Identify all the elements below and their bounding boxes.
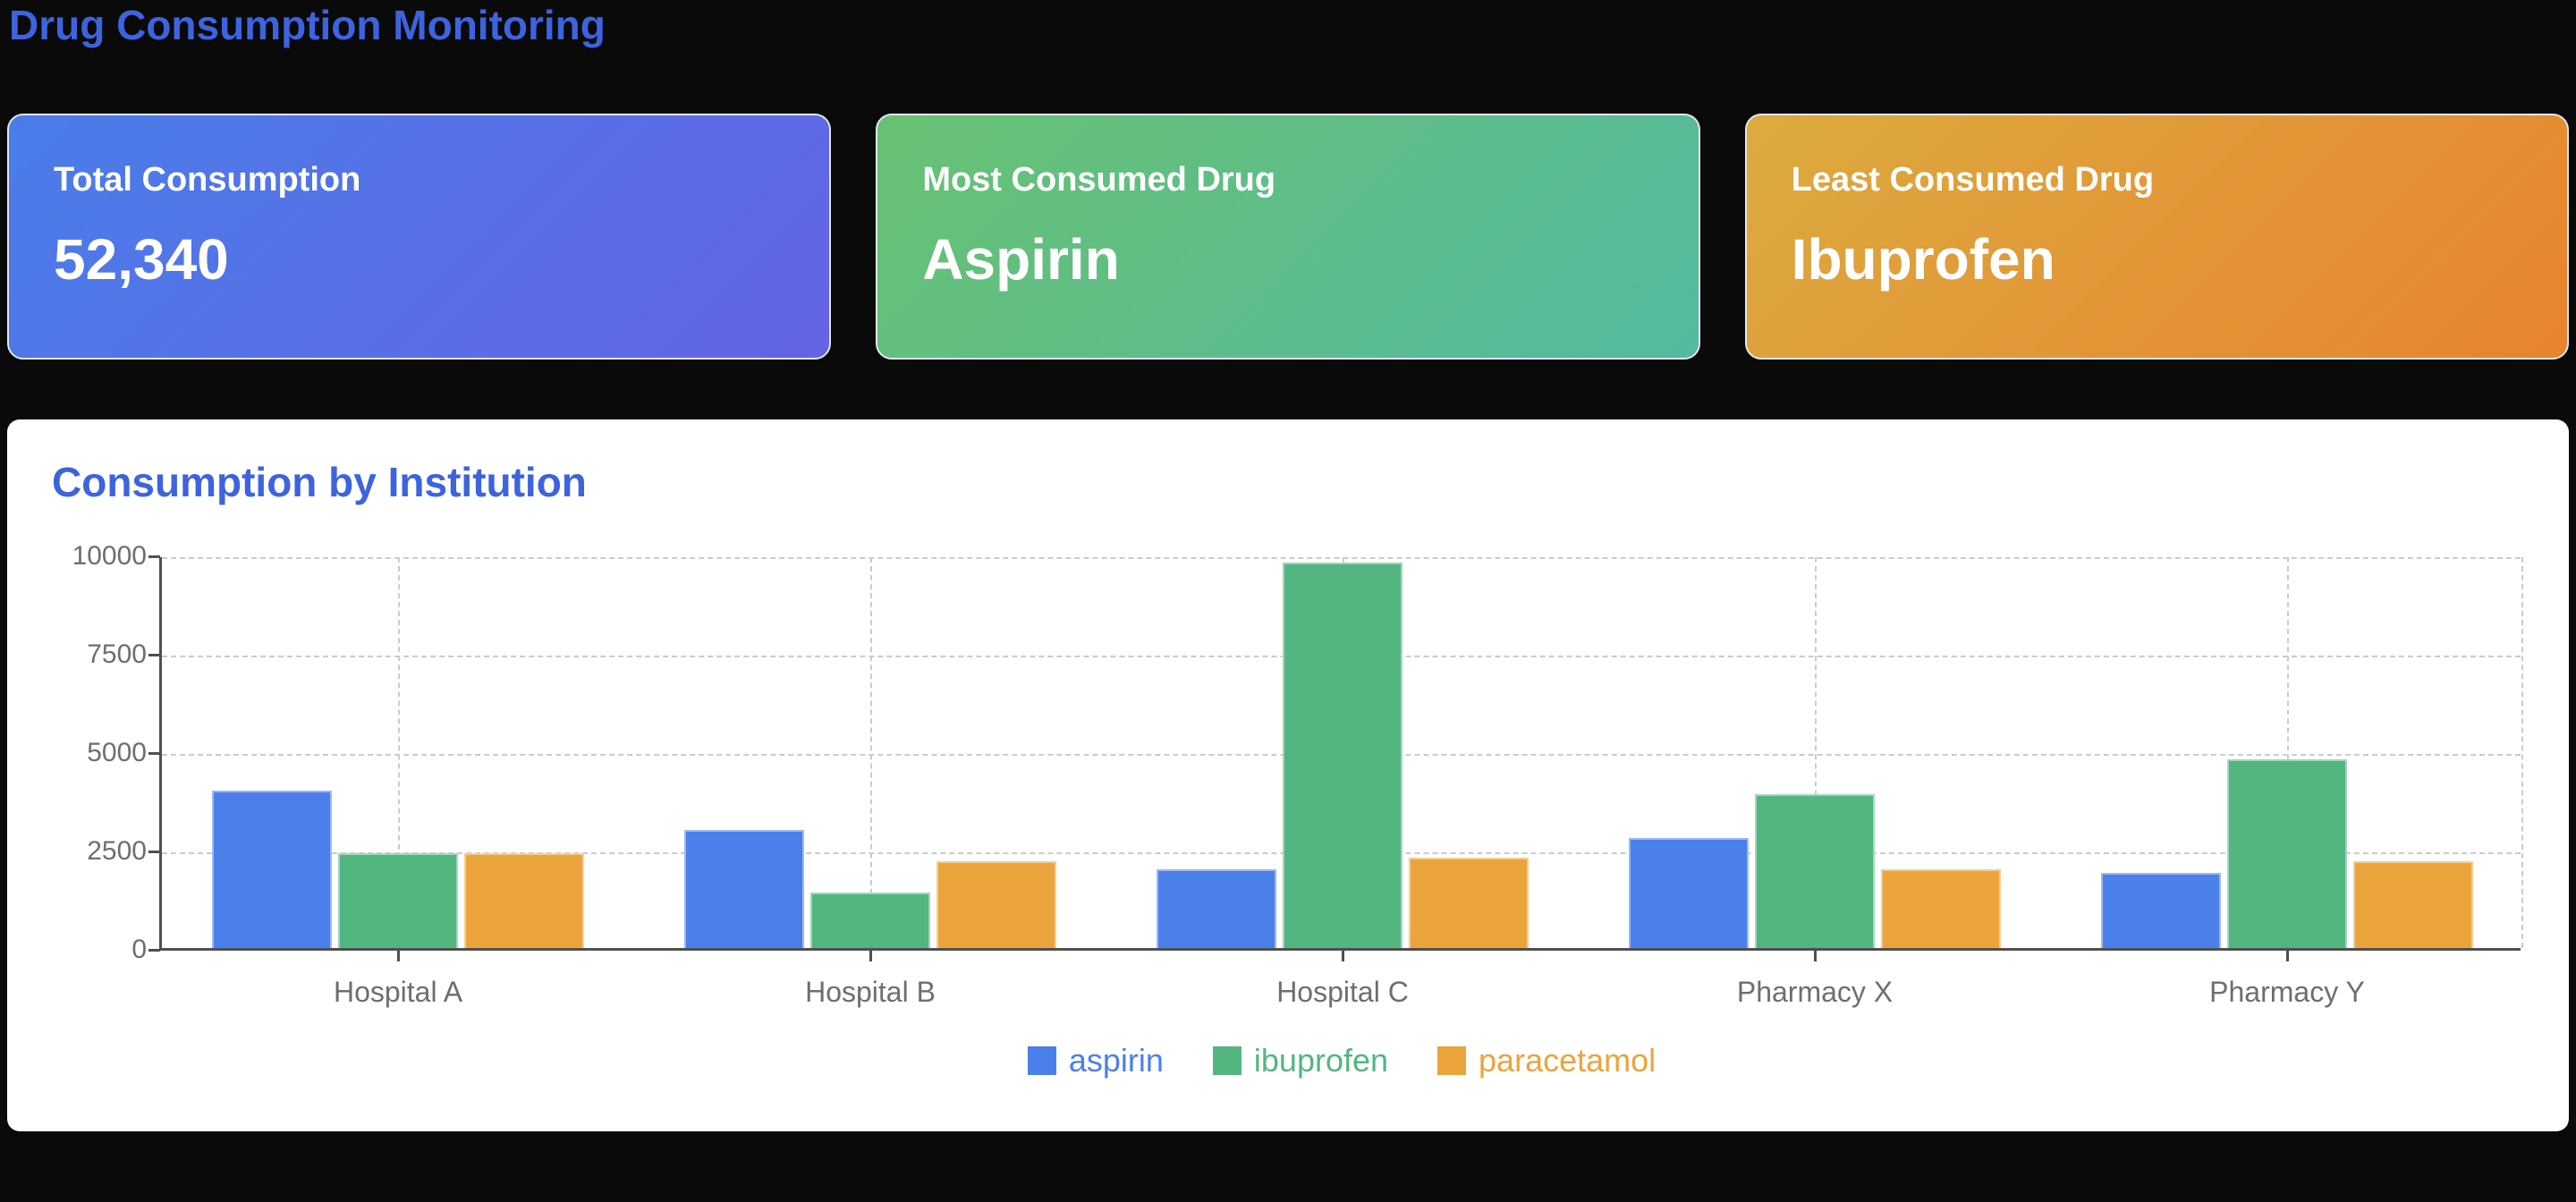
bar-aspirin-pharmacy-x[interactable] xyxy=(1629,837,1749,948)
x-gridline xyxy=(2521,556,2523,948)
stat-card-total-consumption: Total Consumption 52,340 xyxy=(7,113,832,360)
bar-paracetamol-hospital-c[interactable] xyxy=(1409,857,1529,948)
bar-chart: 0 2500 5000 7500 10000 Hospital A Hospital B Ho… xyxy=(72,541,2524,1079)
x-gridline xyxy=(870,556,872,948)
bar-ibuprofen-hospital-b[interactable] xyxy=(810,893,930,948)
bar-ibuprofen-pharmacy-x[interactable] xyxy=(1755,794,1875,948)
bar-aspirin-hospital-c[interactable] xyxy=(1157,868,1276,948)
page-title: Drug Consumption Monitoring xyxy=(9,2,606,48)
x-axis-label: Hospital C xyxy=(1276,975,1409,1008)
bar-aspirin-hospital-b[interactable] xyxy=(684,829,804,948)
legend-label: aspirin xyxy=(1068,1041,1164,1079)
x-axis-label: Pharmacy Y xyxy=(2209,975,2365,1008)
bar-paracetamol-pharmacy-y[interactable] xyxy=(2353,860,2473,948)
bar-paracetamol-hospital-b[interactable] xyxy=(936,860,1056,948)
legend-swatch xyxy=(1027,1045,1056,1075)
x-axis-label: Hospital B xyxy=(805,975,936,1008)
stat-cards-row: Total Consumption 52,340 Most Consumed D… xyxy=(7,113,2569,360)
y-axis-tick xyxy=(148,555,160,559)
legend-label: paracetamol xyxy=(1479,1041,1657,1079)
bar-paracetamol-pharmacy-x[interactable] xyxy=(1881,868,2001,948)
stat-card-label: Most Consumed Drug xyxy=(922,160,1276,199)
legend-item-aspirin[interactable]: aspirin xyxy=(1027,1041,1164,1079)
plot-area: 0 2500 5000 7500 10000 Hospital A Hospital B Ho… xyxy=(72,541,2523,1008)
y-axis-label: 0 xyxy=(131,934,147,964)
y-axis-label: 7500 xyxy=(87,639,147,669)
x-axis-tick xyxy=(396,950,400,961)
stat-card-value: Ibuprofen xyxy=(1791,227,2055,292)
y-axis-tick xyxy=(148,752,160,756)
y-axis-tick xyxy=(148,851,160,854)
x-axis-label: Pharmacy X xyxy=(1736,975,1894,1008)
bar-aspirin-hospital-a[interactable] xyxy=(212,790,332,948)
stat-card-label: Total Consumption xyxy=(54,160,361,199)
stat-card-least-consumed-drug: Least Consumed Drug Ibuprofen xyxy=(1744,113,2569,360)
x-axis-tick xyxy=(2285,950,2289,961)
x-gridline xyxy=(2287,556,2289,948)
y-axis-label: 10000 xyxy=(72,540,147,571)
legend-item-paracetamol[interactable]: paracetamol xyxy=(1437,1042,1656,1079)
x-axis-tick xyxy=(869,950,872,961)
bar-paracetamol-hospital-a[interactable] xyxy=(464,853,584,948)
bar-ibuprofen-hospital-c[interactable] xyxy=(1283,562,1402,948)
x-axis-tick xyxy=(1341,950,1344,961)
y-gridline xyxy=(162,556,2521,559)
bar-ibuprofen-pharmacy-y[interactable] xyxy=(2227,758,2347,948)
x-axis-tick xyxy=(1813,950,1817,961)
stat-card-most-consumed-drug: Most Consumed Drug Aspirin xyxy=(876,113,1700,360)
y-axis-label: 5000 xyxy=(87,737,147,767)
legend-swatch xyxy=(1212,1045,1241,1075)
y-axis-label: 2500 xyxy=(87,835,147,866)
stat-card-value: Aspirin xyxy=(922,227,1120,292)
chart-legend: aspirin ibuprofen paracetamol xyxy=(159,1042,2524,1079)
legend-swatch xyxy=(1437,1045,1467,1075)
bar-aspirin-pharmacy-y[interactable] xyxy=(2101,873,2221,948)
legend-item-ibuprofen[interactable]: ibuprofen xyxy=(1212,1041,1389,1079)
y-axis-tick xyxy=(148,949,160,952)
x-axis-label: Hospital A xyxy=(333,975,463,1008)
x-gridline xyxy=(1815,556,1817,948)
chart-heading: Consumption by Institution xyxy=(52,458,587,505)
bar-ibuprofen-hospital-a[interactable] xyxy=(338,853,458,948)
chart-panel: Consumption by Institution 0 2500 5000 7500… xyxy=(7,419,2569,1131)
y-axis-tick xyxy=(148,654,160,657)
x-gridline xyxy=(398,556,400,948)
legend-label: ibuprofen xyxy=(1253,1041,1389,1079)
stat-card-value: 52,340 xyxy=(54,227,229,292)
stat-card-label: Least Consumed Drug xyxy=(1791,160,2155,199)
